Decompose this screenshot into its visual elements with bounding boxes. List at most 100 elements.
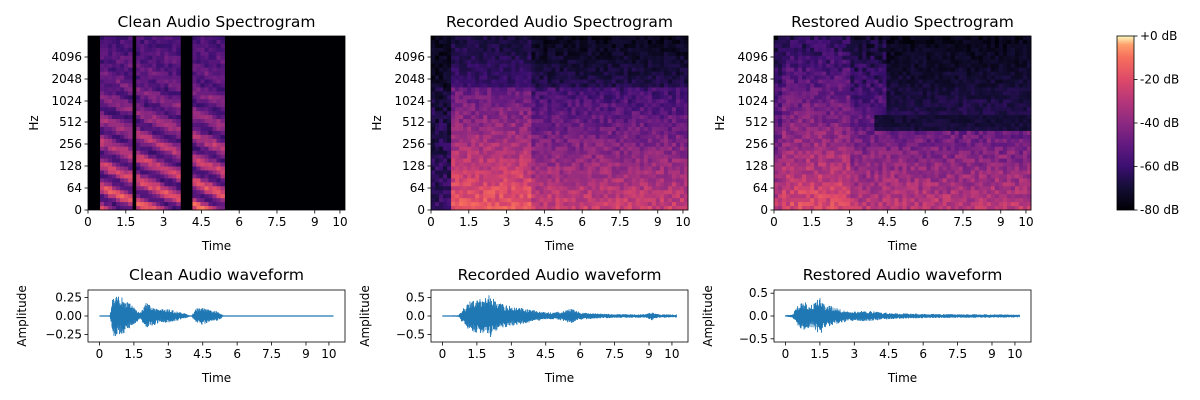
spectrogram-cell [511,75,516,80]
spectrogram-cell [579,138,584,144]
spectrogram-cell [212,202,217,207]
spectrogram-cell [491,146,496,152]
spectrogram-cell [559,67,564,72]
spectrogram-cell [539,142,544,148]
spectrogram-cell [108,178,113,183]
spectrogram-cell [774,182,779,187]
spectrogram-cell [487,134,492,140]
spectrogram-cell [826,174,831,179]
spectrogram-cell [104,123,109,128]
spectrogram-cell [623,43,629,49]
spectrogram-cell [790,103,795,108]
spectrogram-cell [567,162,572,167]
spectrogram-cell [559,174,564,179]
spectrogram-cell [144,198,149,203]
spectrogram-cell [647,43,653,49]
spectrogram-cell [603,126,609,132]
spectrogram-cell [559,154,564,159]
spectrogram-cell [802,134,807,140]
spectrogram-cell [447,190,452,195]
spectrogram-cell [583,146,589,152]
spectrogram-cell [810,182,815,187]
spectrogram-cell [519,130,524,136]
spectrogram-cell [483,63,488,69]
spectrogram-cell [136,194,141,199]
spectrogram-cell [172,194,177,199]
spectrogram-cell [683,190,689,195]
spectrogram-cell [587,39,593,45]
spectrogram-cell [435,178,440,183]
spectrogram-cell [527,111,532,116]
spectrogram-cell [611,39,617,45]
spectrogram-cell [623,107,629,112]
spectrogram-cell [802,190,807,195]
spectrogram-cell [595,71,601,76]
spectrogram-cell [455,202,460,207]
spectrogram-cell [431,130,436,136]
spectrogram-cell [579,154,584,159]
spectrogram-cell [515,158,520,163]
spectrogram-cell [683,126,689,132]
spectrogram-cell [671,162,677,167]
spectrogram-cell [603,91,609,96]
spectrogram-cell [511,43,516,49]
spectrogram-cell [794,190,799,195]
spectrogram-cell [208,158,213,163]
spectrogram-cell [152,111,157,116]
spectrogram-cell [543,166,548,171]
spectrogram-cell [487,83,492,88]
spectrogram-cell [583,126,589,132]
spectrogram-cell [116,123,121,128]
spectrogram-cell [579,119,584,124]
spectrogram-cell [826,134,831,140]
spectrogram-cell [802,178,807,183]
spectrogram-cell [603,107,609,112]
spectrogram-cell [643,95,649,100]
spectrogram-cell [854,126,859,132]
spectrogram-cell [124,79,129,84]
spectrogram-cell [583,63,589,69]
spectrogram-cell [212,123,217,128]
spectrogram-cell [439,59,444,65]
spectrogram-cell [838,178,843,183]
spectrogram-cell [619,186,625,191]
spectrogram-cell [124,47,129,53]
spectrogram-cell [212,67,217,72]
spectrogram-cell [152,130,157,136]
spectrogram-cell [631,150,637,156]
spectrogram-cell [455,91,460,96]
spectrogram-cell [647,71,653,76]
spectrogram-cell [507,138,512,144]
spectrogram-cell [515,198,520,203]
spectrogram-cell [140,130,145,136]
spectrogram-cell [535,162,540,167]
spectrogram-cell [575,107,580,112]
spectrogram-cell [818,182,823,187]
spectrogram-cell [778,36,783,41]
spectrogram-cell [627,166,633,171]
spectrogram-cell [196,47,201,53]
spectrogram-cell [100,36,105,41]
spectrogram-cell [563,146,568,152]
spectrogram-cell [774,51,779,57]
spectrogram-cell [535,43,540,49]
spectrogram-cell [555,154,560,159]
spectrogram-cell [683,67,689,72]
spectrogram-cell [607,103,613,108]
spectrogram-cell [443,126,448,132]
spectrogram-cell [124,59,129,65]
spectrogram-cell [647,95,653,100]
spectrogram-cell [144,190,149,195]
spectrogram-cell [463,154,468,159]
spectrogram-cell [212,39,217,45]
spectrogram-cell [459,75,464,80]
spectrogram-cell [850,174,855,179]
spectrogram-cell [635,79,641,84]
spectrogram-cell [635,111,641,116]
spectrogram-cell [615,174,621,179]
spectrogram-cell [635,67,641,72]
spectrogram-cell [475,107,480,112]
spectrogram-cell [136,71,141,76]
spectrogram-cell [148,51,153,57]
spectrogram-cell [655,71,661,76]
